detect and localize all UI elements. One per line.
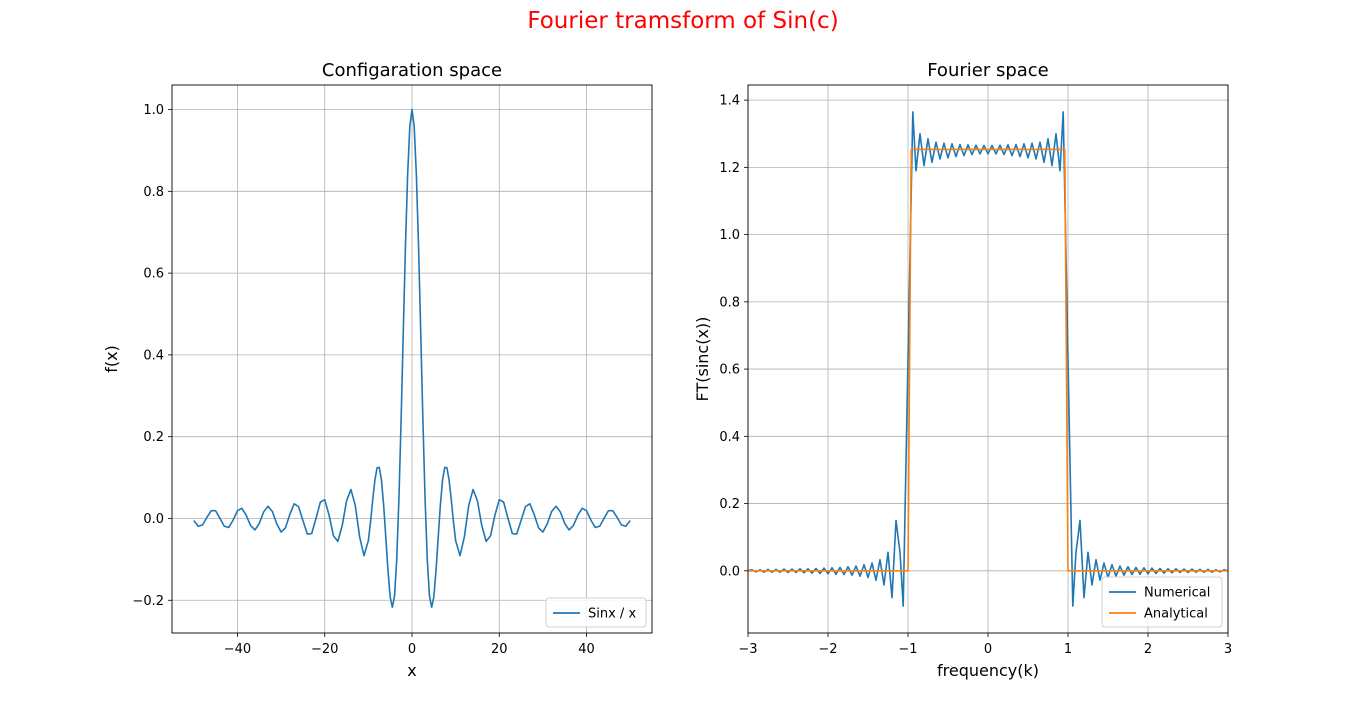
- fourier-x-tick-label: 1: [1064, 642, 1072, 657]
- config-y-tick-label: 1.0: [143, 103, 164, 118]
- config-legend-box: [545, 597, 647, 628]
- configuration-space-axes: −40 −20 0 20 40 −0.2 0.0 0.2 0.4 0.6 0.8 1.0 Configa…: [102, 60, 653, 680]
- config-y-tick-label: 0.8: [143, 185, 164, 200]
- fourier-y-tick-label: 1.4: [719, 94, 740, 109]
- fourier-ylabel: FT(sinc(x)): [693, 317, 712, 402]
- config-series-0-line: [193, 108, 631, 609]
- fourier-legend: Numerical Analytical: [1101, 576, 1223, 628]
- fourier-legend-label-0: Numerical: [1144, 586, 1210, 601]
- fourier-space-axes: −3 −2 −1 0 1 2 3 0.0 0.2 0.4 0.6 0.8 1.0 1.2 1.4 Fourie…: [693, 60, 1232, 680]
- config-x-tick-label: 0: [408, 642, 416, 657]
- fourier-axes-frame: [747, 84, 1229, 634]
- figure-suptitle: Fourier tramsform of Sin(c): [527, 8, 839, 34]
- fourier-xlabel: frequency(k): [937, 661, 1039, 680]
- config-y-tick-label: 0.0: [143, 512, 164, 527]
- config-legend: Sinx / x: [545, 597, 647, 628]
- config-legend-label-0: Sinx / x: [588, 607, 636, 622]
- config-x-tick-label: 20: [491, 642, 508, 657]
- config-xlabel: x: [407, 661, 416, 680]
- fourier-y-tick-label: 0.4: [719, 430, 740, 445]
- fourier-x-tick-label: 0: [984, 642, 992, 657]
- config-ylabel: f(x): [102, 345, 121, 373]
- fourier-series-0-line: [748, 111, 1228, 607]
- fourier-x-tick-label: −2: [818, 642, 837, 657]
- fourier-y-tick-label: 0.6: [719, 363, 740, 378]
- config-axes-frame: [171, 84, 653, 634]
- fourier-legend-label-1: Analytical: [1144, 607, 1208, 622]
- config-x-tick-label: 40: [578, 642, 595, 657]
- fourier-y-tick-label: 0.2: [719, 497, 740, 512]
- fourier-x-tick-label: 3: [1224, 642, 1232, 657]
- fourier-x-tick-label: −3: [738, 642, 757, 657]
- fourier-y-tick-label: 0.0: [719, 564, 740, 579]
- config-y-tick-label: 0.2: [143, 430, 164, 445]
- config-y-tick-label: 0.6: [143, 267, 164, 282]
- config-y-tick-label: −0.2: [132, 594, 164, 609]
- fourier-y-tick-label: 1.0: [719, 228, 740, 243]
- config-y-tick-label: 0.4: [143, 348, 164, 363]
- fourier-legend-box: [1101, 576, 1223, 628]
- fourier-x-tick-label: −1: [898, 642, 917, 657]
- fourier-y-tick-label: 1.2: [719, 161, 740, 176]
- config-x-tick-label: −40: [224, 642, 251, 657]
- fourier-title: Fourier space: [927, 60, 1049, 81]
- config-title: Configaration space: [322, 60, 502, 81]
- config-x-tick-label: −20: [311, 642, 338, 657]
- fourier-series-1-line: [748, 148, 1228, 572]
- fourier-x-tick-label: 2: [1144, 642, 1152, 657]
- fourier-y-tick-label: 0.8: [719, 295, 740, 310]
